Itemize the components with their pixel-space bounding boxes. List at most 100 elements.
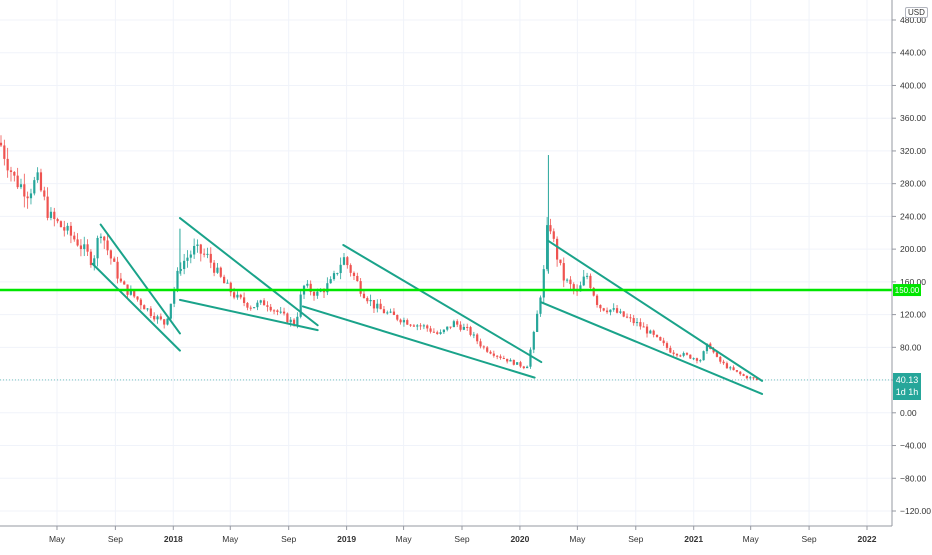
candle-body — [226, 282, 229, 284]
candle-body — [99, 236, 102, 238]
candle-body — [392, 311, 396, 316]
candle-body — [466, 326, 469, 328]
candle-body — [119, 278, 122, 282]
price-tick-label: −80.00 — [900, 473, 927, 483]
trendline[interactable] — [547, 239, 764, 382]
candle-body — [26, 196, 29, 199]
candle-body — [169, 303, 172, 319]
candle-body — [16, 175, 19, 188]
candle-body — [223, 276, 226, 284]
candle-body — [143, 305, 146, 310]
candle-body — [0, 142, 3, 146]
candle-body — [342, 257, 346, 265]
candle-body — [159, 316, 162, 320]
candle-body — [113, 258, 116, 262]
candle-body — [519, 362, 522, 367]
candle-body — [209, 253, 212, 263]
candle-body — [619, 311, 622, 313]
candle-body — [196, 244, 199, 246]
candle-body — [552, 231, 555, 239]
candle-body — [396, 315, 399, 320]
trendline[interactable] — [301, 305, 536, 379]
price-tick-label: −120.00 — [900, 506, 931, 516]
candle-body — [36, 172, 39, 181]
candle-body — [106, 240, 109, 251]
candle-body — [279, 311, 282, 313]
candle-body — [339, 264, 342, 274]
candle-body — [602, 308, 605, 311]
candle-body — [745, 375, 749, 379]
time-tick-label: 2020 — [510, 534, 529, 544]
trendline[interactable] — [540, 301, 764, 395]
candle-body — [496, 355, 499, 357]
candle-body — [635, 322, 639, 324]
candle-body — [59, 221, 63, 228]
candle-body — [469, 327, 472, 335]
candle-body — [675, 353, 679, 356]
candle-body — [432, 331, 435, 333]
time-tick-label: 2021 — [684, 534, 703, 544]
candle-body — [562, 263, 565, 281]
time-tick-label: Sep — [454, 534, 469, 544]
candle-body — [282, 311, 286, 314]
time-tick-label: May — [743, 534, 760, 544]
candle-body — [625, 316, 629, 318]
candle-body — [93, 258, 96, 266]
candle-body — [176, 270, 179, 290]
candle-body — [499, 356, 502, 359]
candle-body — [729, 367, 732, 369]
candle-body — [422, 325, 426, 327]
trendline[interactable] — [99, 223, 181, 335]
candle-body — [43, 190, 46, 197]
price-tick-label: 320.00 — [900, 146, 926, 156]
candle-body — [389, 311, 392, 313]
candle-body — [699, 360, 702, 362]
candle-body — [642, 326, 645, 328]
candle-body — [722, 361, 725, 364]
candle-body — [725, 363, 729, 369]
trendline[interactable] — [178, 298, 319, 332]
time-axis[interactable]: May Sep 2018 May Sep 2019 May Sep 2020 May Sep 2021… — [0, 525, 932, 550]
candle-body — [89, 251, 93, 266]
candle-body — [139, 299, 142, 306]
candle-body — [615, 308, 619, 313]
candle-body — [199, 244, 202, 254]
currency-label: USD — [905, 7, 928, 18]
candle-body — [569, 279, 572, 285]
candle-body — [179, 269, 182, 271]
trendline[interactable] — [342, 244, 543, 364]
candle-body — [336, 273, 339, 275]
time-tick-label: May — [222, 534, 239, 544]
price-axis[interactable]: 480.00 440.00 400.00 360.00 320.00 280.00 240.… — [891, 0, 932, 550]
candle-body — [429, 328, 432, 332]
candle-body — [306, 283, 309, 286]
time-tick-label: Sep — [802, 534, 817, 544]
candle-body — [506, 358, 509, 362]
candle-body — [749, 377, 752, 379]
candle-body — [669, 347, 672, 353]
candle-body — [149, 308, 152, 316]
candle-body — [9, 170, 13, 172]
candle-body — [742, 374, 745, 376]
candle-body — [109, 250, 112, 259]
trendline[interactable] — [91, 262, 181, 352]
candle-body — [689, 354, 692, 359]
candle-body — [672, 352, 675, 354]
candle-body — [409, 324, 412, 326]
candle-body — [39, 172, 43, 191]
price-tick-label: −40.00 — [900, 441, 927, 451]
candle-body — [592, 287, 595, 296]
candle-body — [512, 359, 515, 365]
candle-body — [426, 325, 429, 329]
candle-body — [679, 355, 682, 357]
time-tick-label: 2019 — [337, 534, 356, 544]
candle-body — [459, 324, 462, 330]
candle-body — [442, 329, 445, 333]
trendline[interactable] — [178, 217, 319, 327]
time-axis-bg — [0, 526, 932, 550]
candle-body — [406, 320, 409, 325]
candle-body — [359, 281, 362, 294]
candle-body — [76, 239, 79, 246]
